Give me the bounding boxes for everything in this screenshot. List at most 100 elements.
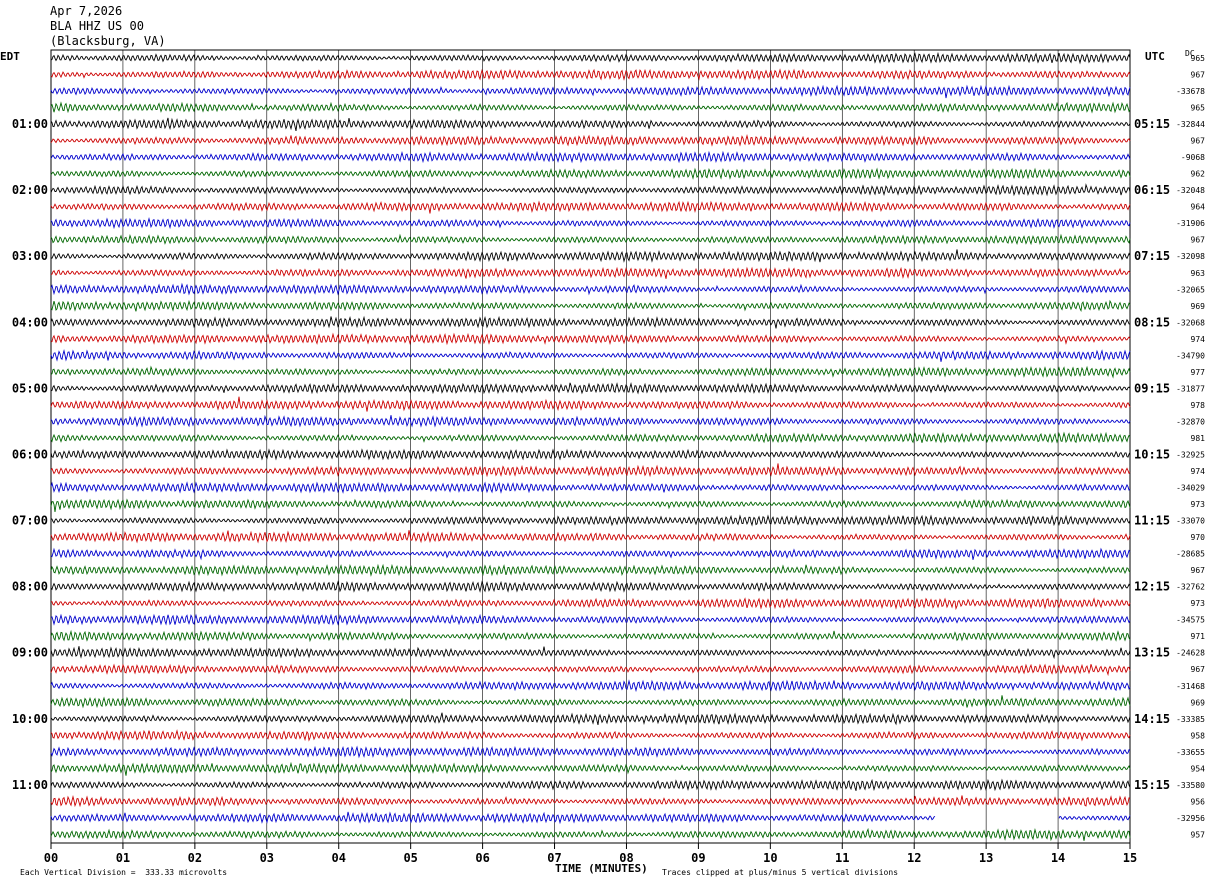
seismic-trace: [50, 84, 1131, 99]
dc-offset-label: 974: [1191, 467, 1206, 476]
seismic-trace: [50, 68, 1131, 81]
seismic-trace: [51, 597, 1131, 611]
x-tick-label: 05: [403, 851, 417, 865]
seismic-trace: [50, 431, 1131, 444]
seismic-trace: [50, 249, 1131, 263]
dc-offset-label: 970: [1191, 533, 1206, 542]
seismic-trace: [50, 117, 1131, 131]
x-tick-label: 13: [979, 851, 993, 865]
left-timezone-label: EDT: [0, 50, 20, 63]
dc-offset-label: -33678: [1176, 87, 1205, 96]
scale-note: Each Vertical Division = 333.33 microvol…: [20, 868, 228, 877]
left-time-labels: 01:00 02:00 03:00 04:00 05:00 06:00 07:00 08:00…: [12, 117, 48, 792]
dc-offset-label: -32956: [1176, 814, 1205, 823]
seismic-trace: [50, 695, 1131, 709]
seismic-trace: [50, 216, 1131, 230]
dc-offset-label: 973: [1191, 599, 1206, 608]
left-time-label: 11:00: [12, 778, 48, 792]
left-time-label: 06:00: [12, 447, 48, 461]
plot-frame: [50, 49, 1131, 844]
seismic-trace: [50, 530, 1131, 544]
dc-offset-label: -32870: [1176, 417, 1205, 426]
x-axis-label: TIME (MINUTES): [555, 862, 648, 875]
dc-offset-label: 963: [1191, 269, 1206, 278]
seismic-trace: [50, 365, 1131, 379]
seismic-trace: [50, 51, 1131, 65]
x-tick-label: 12: [907, 851, 921, 865]
dc-offset-label: 973: [1191, 500, 1206, 509]
dc-offset-label: -34029: [1176, 484, 1205, 493]
header-station: BLA HHZ US 00: [50, 19, 144, 33]
seismic-trace: [50, 679, 1131, 693]
seismic-trace: [50, 315, 1131, 329]
seismic-trace: [50, 712, 1131, 726]
dc-offset-label: 977: [1191, 368, 1206, 377]
x-tick-label: 03: [260, 851, 274, 865]
seismic-trace: [50, 498, 1131, 512]
dc-offset-label: 957: [1191, 830, 1206, 839]
right-time-label: 05:15: [1134, 117, 1170, 131]
seismic-trace: [50, 414, 1131, 428]
seismic-trace: [50, 778, 1131, 792]
seismic-trace: [50, 134, 1131, 147]
seismic-trace: [50, 514, 1131, 527]
dc-offset-label: -33385: [1176, 715, 1205, 724]
seismic-trace: [50, 382, 1131, 395]
left-time-label: 01:00: [12, 117, 48, 131]
right-time-label: 07:15: [1134, 249, 1170, 263]
dc-offset-label: 967: [1191, 71, 1206, 80]
left-time-label: 05:00: [12, 381, 48, 395]
seismic-trace: [50, 463, 1131, 478]
dc-offset-label: 981: [1191, 434, 1206, 443]
dc-offset-label: -32098: [1176, 252, 1205, 261]
right-time-label: 10:15: [1134, 447, 1170, 461]
dc-offset-label: -28685: [1176, 550, 1205, 559]
seismic-trace: [50, 811, 1131, 825]
x-tick-group: 00 01 02 03 04 05 06 07 08 09 10 11 12 13 14 15: [44, 843, 1137, 865]
seismic-trace: [50, 150, 1131, 164]
right-timezone-label: UTC: [1145, 50, 1165, 63]
seismic-trace: [50, 563, 1131, 577]
dc-offset-label: 965: [1191, 54, 1206, 63]
seismic-trace: [50, 613, 1131, 626]
dc-offset-label: 967: [1191, 236, 1206, 245]
right-time-label: 11:15: [1134, 514, 1170, 528]
seismic-trace: [50, 266, 1131, 279]
dc-offset-label: -31468: [1176, 682, 1205, 691]
right-time-label: 15:15: [1134, 778, 1170, 792]
dc-offset-label: -33580: [1176, 781, 1205, 790]
right-time-label: 14:15: [1134, 712, 1170, 726]
left-time-label: 02:00: [12, 183, 48, 197]
left-time-label: 07:00: [12, 514, 48, 528]
seismic-trace: [50, 101, 1131, 114]
seismic-trace: [50, 827, 1131, 842]
dc-offset-label: 967: [1191, 665, 1206, 674]
seismic-trace: [50, 580, 1131, 593]
dc-offset-label: 965: [1191, 104, 1206, 113]
seismic-trace: [50, 167, 1131, 181]
dc-offset-label: 969: [1191, 698, 1206, 707]
seismic-trace: [50, 663, 1131, 677]
dc-offset-label: 969: [1191, 302, 1206, 311]
dc-offset-label: -32925: [1176, 450, 1205, 459]
dc-offset-label: 967: [1191, 566, 1206, 575]
seismic-trace: [50, 761, 1131, 776]
seismic-trace: [50, 332, 1131, 346]
dc-offset-label: -31906: [1176, 219, 1205, 228]
right-time-labels: 05:15 06:15 07:15 08:15 09:15 10:15 11:15 12:15…: [1134, 117, 1170, 792]
left-time-label: 08:00: [12, 580, 48, 594]
dc-offset-label: -32065: [1176, 285, 1205, 294]
x-tick-label: 10: [763, 851, 777, 865]
seismic-trace: [50, 299, 1131, 313]
dc-offset-label: -32048: [1176, 186, 1205, 195]
x-tick-label: 08: [619, 851, 633, 865]
x-tick-label: 04: [332, 851, 346, 865]
dc-offset-label: 958: [1191, 731, 1206, 740]
x-tick-label: 14: [1051, 851, 1065, 865]
seismic-trace: [50, 282, 1131, 296]
seismic-trace: [50, 481, 1131, 494]
seismic-trace: [50, 646, 1131, 660]
x-tick-label: 01: [116, 851, 130, 865]
right-time-label: 08:15: [1134, 315, 1170, 329]
